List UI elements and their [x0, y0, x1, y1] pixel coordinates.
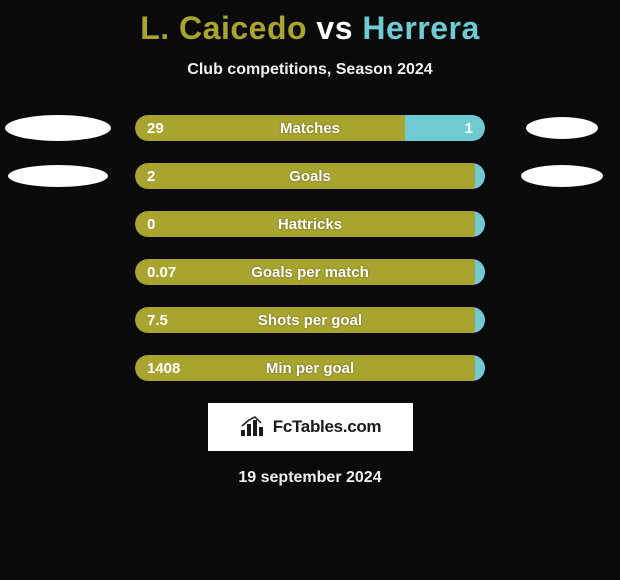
player2-name: Herrera	[362, 10, 479, 46]
player2-badge	[526, 117, 598, 139]
page-title: L. Caicedo vs Herrera	[0, 10, 620, 47]
fctables-logo[interactable]: FcTables.com	[208, 403, 413, 451]
stat-bar: 0.07Goals per match	[135, 259, 485, 285]
stat-label: Goals per match	[135, 259, 485, 285]
stat-row: 2Goals	[0, 163, 620, 189]
stat-bar: 2Goals	[135, 163, 485, 189]
stat-label: Matches	[135, 115, 485, 141]
stat-label: Shots per goal	[135, 307, 485, 333]
date-text: 19 september 2024	[0, 469, 620, 487]
player1-badge	[8, 165, 108, 187]
stat-row: 0Hattricks	[0, 211, 620, 237]
stat-row: 1408Min per goal	[0, 355, 620, 381]
stat-rows: 291Matches 2Goals 0Hattricks 0.07Goals per …	[0, 115, 620, 381]
vs-text: vs	[307, 10, 362, 46]
stat-row: 0.07Goals per match	[0, 259, 620, 285]
stat-bar: 7.5Shots per goal	[135, 307, 485, 333]
subtitle: Club competitions, Season 2024	[0, 61, 620, 79]
stat-label: Hattricks	[135, 211, 485, 237]
stat-bar: 1408Min per goal	[135, 355, 485, 381]
stat-row: 291Matches	[0, 115, 620, 141]
bar-chart-icon	[239, 416, 267, 438]
logo-text: FcTables.com	[273, 417, 382, 437]
comparison-card: L. Caicedo vs Herrera Club competitions,…	[0, 0, 620, 487]
stat-bar: 0Hattricks	[135, 211, 485, 237]
player2-badge	[521, 165, 603, 187]
player1-name: L. Caicedo	[140, 10, 307, 46]
stat-row: 7.5Shots per goal	[0, 307, 620, 333]
stat-label: Goals	[135, 163, 485, 189]
player1-badge	[5, 115, 111, 141]
stat-bar: 291Matches	[135, 115, 485, 141]
stat-label: Min per goal	[135, 355, 485, 381]
